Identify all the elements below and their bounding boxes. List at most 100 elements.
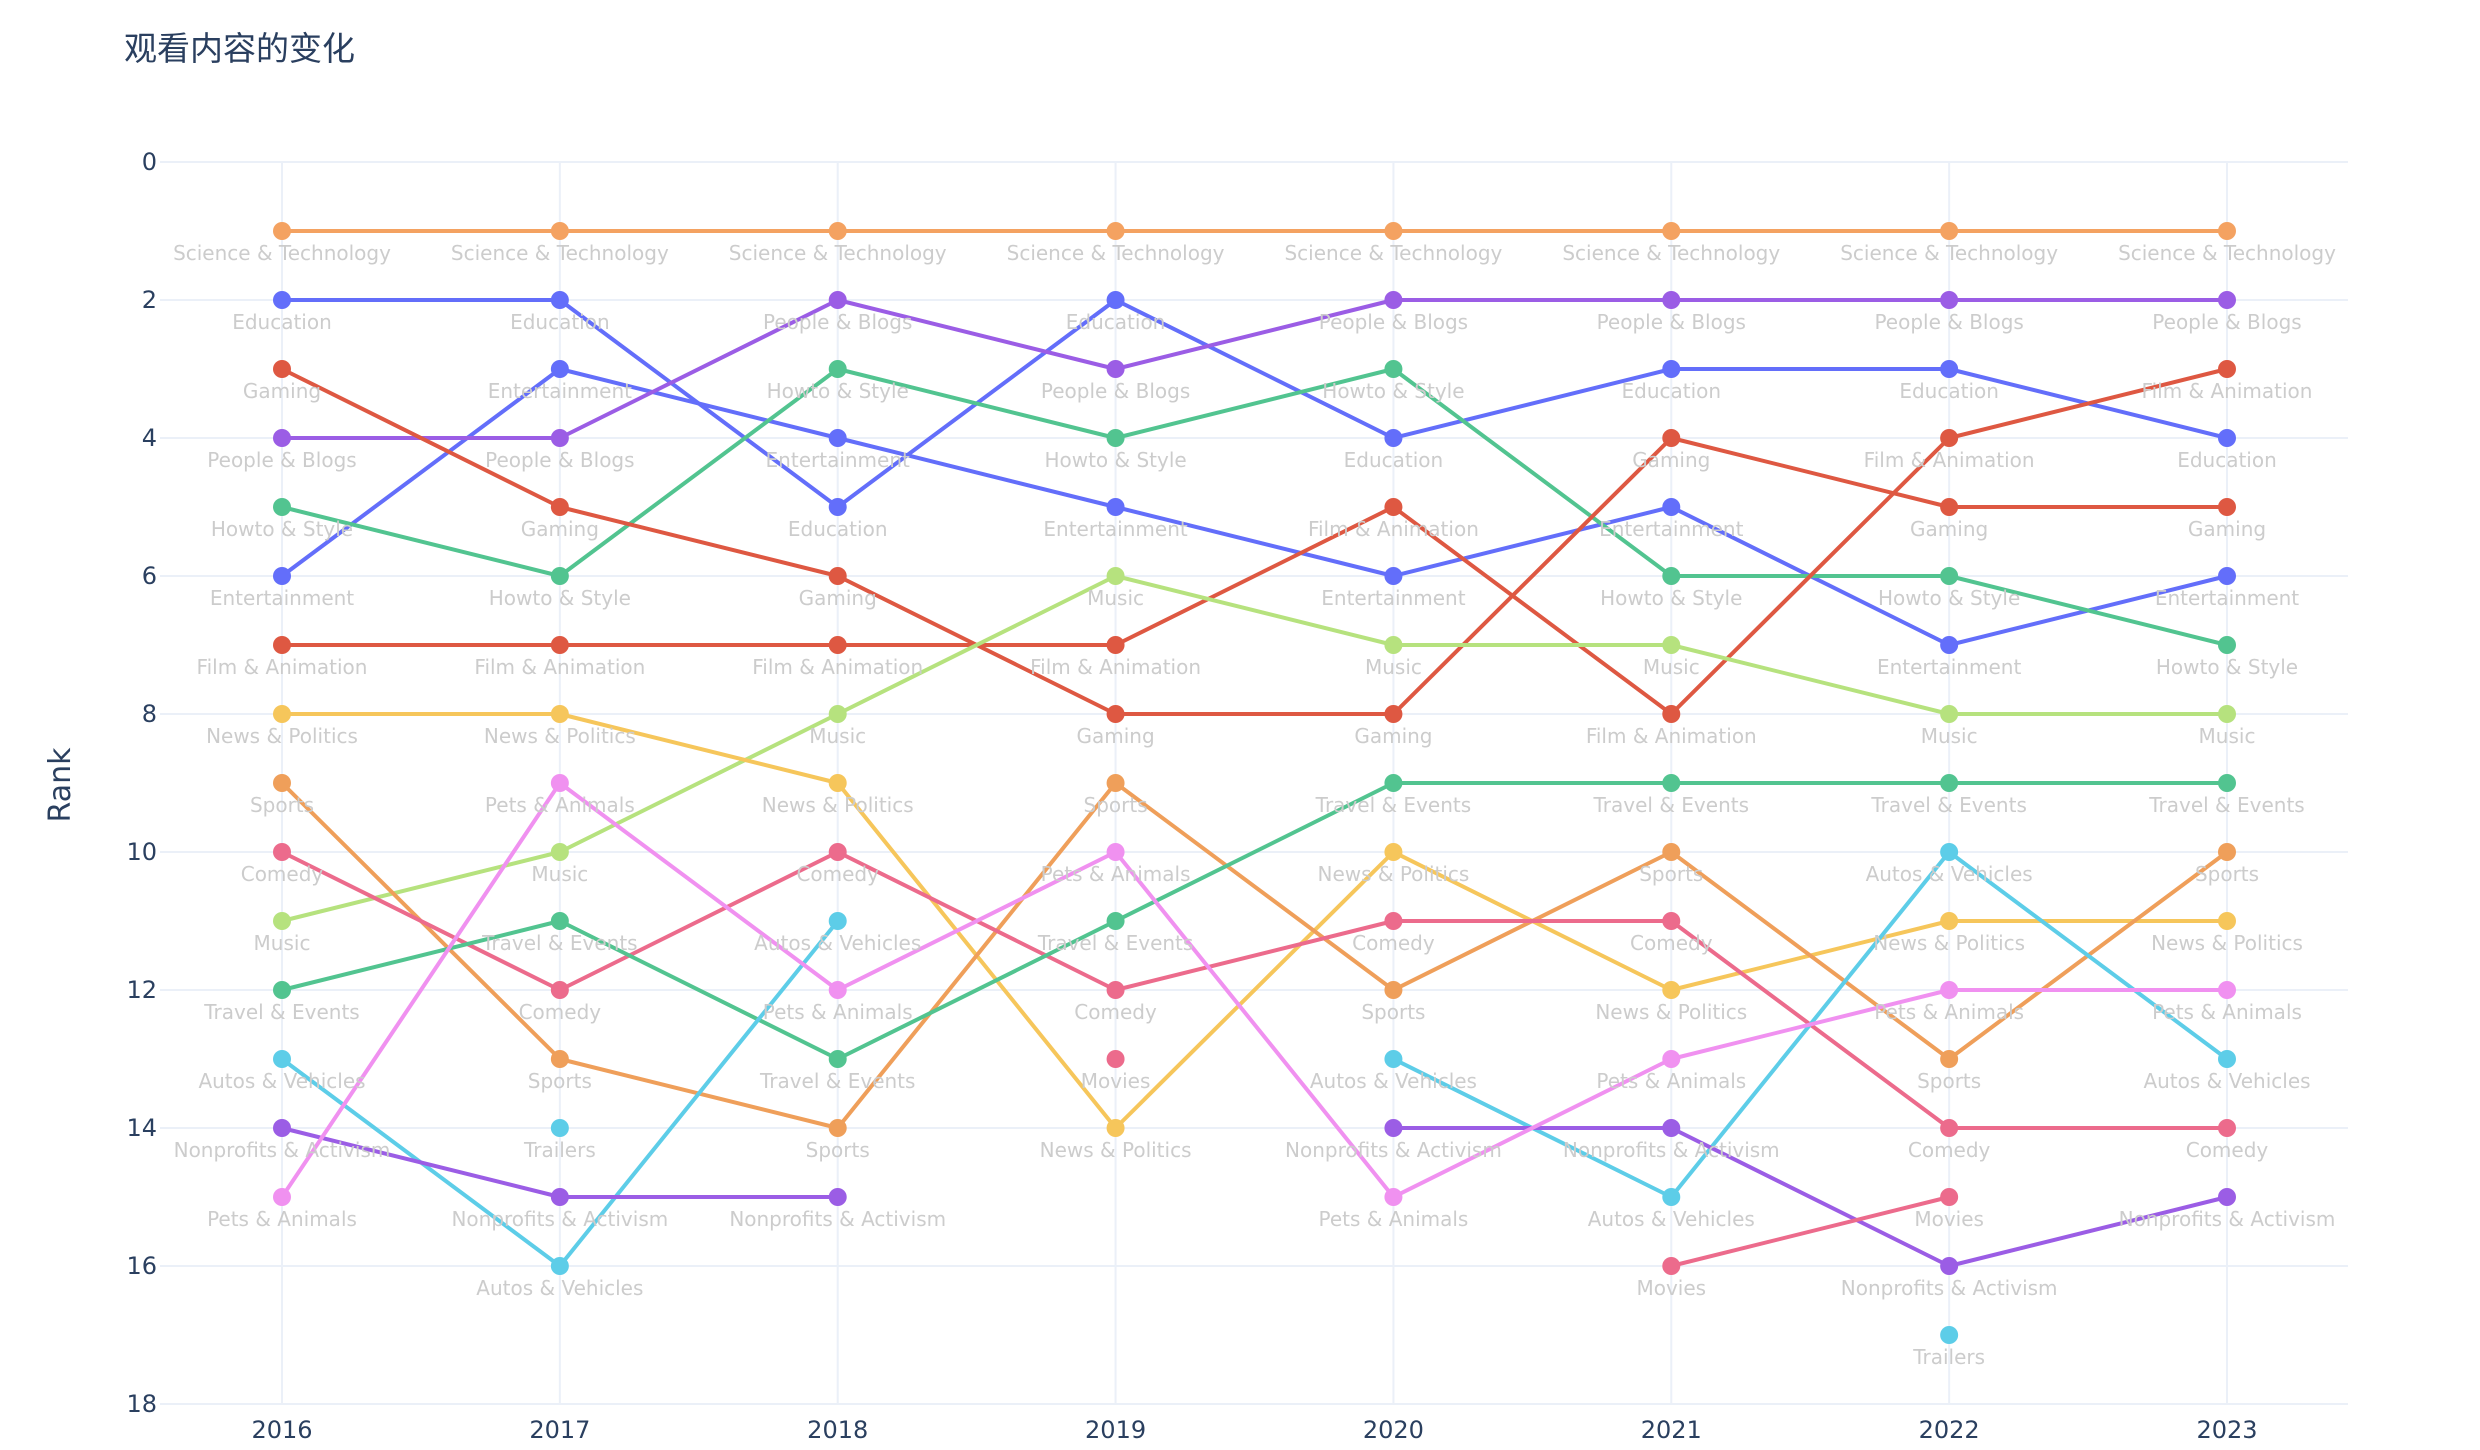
series-line-education (282, 298, 2228, 509)
data-point-comedy (1106, 981, 1125, 999)
data-point-film-and-animation (2218, 360, 2236, 378)
data-label-education: Education (788, 517, 888, 541)
data-point-science-and-technology (1940, 222, 1959, 240)
data-label-travel-and-events: Travel & Events (1315, 793, 1471, 817)
data-label-autos-and-vehicles: Autos & Vehicles (476, 1276, 643, 1300)
data-point-news-and-politics (273, 705, 291, 723)
data-label-pets-and-animals: Pets & Animals (1041, 862, 1191, 886)
data-point-education (2218, 429, 2236, 447)
data-label-howto-and-style: Howto & Style (1322, 379, 1464, 403)
data-point-pets-and-animals (1106, 843, 1125, 861)
data-label-film-and-animation: Film & Animation (1308, 517, 1479, 541)
data-label-pets-and-animals: Pets & Animals (1874, 1000, 2024, 1024)
data-point-travel-and-events (1384, 774, 1403, 792)
data-point-nonprofits-and-activism (550, 1188, 569, 1206)
data-label-people-and-blogs: People & Blogs (2152, 310, 2301, 334)
data-point-film-and-animation (1662, 705, 1681, 723)
x-tick-label: 2018 (807, 1416, 868, 1444)
point-labels-layer: Science & Technology Science & Technology… (173, 241, 2336, 1369)
data-label-sports: Sports (2195, 862, 2259, 886)
data-label-news-and-politics: News & Politics (2151, 931, 2303, 955)
data-point-movies (1662, 1257, 1681, 1275)
data-point-howto-and-style (550, 567, 569, 585)
data-label-news-and-politics: News & Politics (1873, 931, 2025, 955)
data-label-movies: Movies (1636, 1276, 1706, 1300)
data-point-autos-and-vehicles (1662, 1188, 1681, 1206)
data-point-music (1106, 567, 1125, 585)
x-tick-label: 2019 (1085, 1416, 1146, 1444)
data-point-music (1940, 705, 1959, 723)
data-point-education (1106, 291, 1125, 309)
data-label-gaming: Gaming (2188, 517, 2266, 541)
data-label-howto-and-style: Howto & Style (2156, 655, 2298, 679)
data-point-howto-and-style (1106, 429, 1125, 447)
data-label-people-and-blogs: People & Blogs (1597, 310, 1746, 334)
data-label-pets-and-animals: Pets & Animals (207, 1207, 357, 1231)
data-point-nonprofits-and-activism (1384, 1119, 1403, 1137)
data-point-gaming (828, 567, 847, 585)
data-point-sports (1384, 981, 1403, 999)
data-label-news-and-politics: News & Politics (206, 724, 358, 748)
data-point-comedy (1940, 1119, 1959, 1137)
data-label-nonprofits-and-activism: Nonprofits & Activism (2119, 1207, 2336, 1231)
data-point-science-and-technology (2218, 222, 2236, 240)
data-label-howto-and-style: Howto & Style (211, 517, 353, 541)
data-point-comedy (550, 981, 569, 999)
data-label-film-and-animation: Film & Animation (752, 655, 923, 679)
data-point-science-and-technology (550, 222, 569, 240)
data-point-howto-and-style (2218, 636, 2236, 654)
data-label-nonprofits-and-activism: Nonprofits & Activism (1841, 1276, 2058, 1300)
data-point-nonprofits-and-activism (2218, 1188, 2236, 1206)
y-tick-label: 6 (142, 562, 157, 590)
data-label-autos-and-vehicles: Autos & Vehicles (1588, 1207, 1755, 1231)
data-point-music (550, 843, 569, 861)
data-label-gaming: Gaming (1354, 724, 1432, 748)
data-point-sports (273, 774, 291, 792)
data-point-howto-and-style (1940, 567, 1959, 585)
data-label-music: Music (1087, 586, 1144, 610)
data-label-education: Education (1344, 448, 1444, 472)
data-point-autos-and-vehicles (273, 1050, 291, 1068)
data-point-sports (1940, 1050, 1959, 1068)
data-point-music (273, 912, 291, 930)
data-point-travel-and-events (550, 912, 569, 930)
data-label-entertainment: Entertainment (766, 448, 910, 472)
data-point-gaming (2218, 498, 2236, 516)
data-point-pets-and-animals (1940, 981, 1959, 999)
y-tick-label: 18 (126, 1390, 157, 1418)
data-point-education (1384, 429, 1403, 447)
data-point-film-and-animation (550, 636, 569, 654)
data-label-sports: Sports (528, 1069, 592, 1093)
data-point-science-and-technology (1384, 222, 1403, 240)
data-point-people-and-blogs (1384, 291, 1403, 309)
data-point-comedy (2218, 1119, 2236, 1137)
data-label-science-and-technology: Science & Technology (173, 241, 391, 265)
data-point-autos-and-vehicles (2218, 1050, 2236, 1068)
data-label-entertainment: Entertainment (1599, 517, 1743, 541)
data-label-music: Music (1921, 724, 1978, 748)
data-label-howto-and-style: Howto & Style (1878, 586, 2020, 610)
data-point-howto-and-style (828, 360, 847, 378)
data-point-gaming (273, 360, 291, 378)
data-point-education (273, 291, 291, 309)
data-point-nonprofits-and-activism (828, 1188, 847, 1206)
series-line-howto-and-style (281, 367, 2228, 647)
data-label-pets-and-animals: Pets & Animals (2152, 1000, 2302, 1024)
data-point-gaming (1662, 429, 1681, 447)
data-label-education: Education (1899, 379, 1999, 403)
data-label-science-and-technology: Science & Technology (2118, 241, 2336, 265)
data-point-people-and-blogs (2218, 291, 2236, 309)
data-label-sports: Sports (806, 1138, 870, 1162)
y-tick-label: 14 (126, 1114, 157, 1142)
data-label-people-and-blogs: People & Blogs (763, 310, 912, 334)
data-label-nonprofits-and-activism: Nonprofits & Activism (729, 1207, 946, 1231)
data-label-news-and-politics: News & Politics (762, 793, 914, 817)
data-label-autos-and-vehicles: Autos & Vehicles (2143, 1069, 2310, 1093)
data-point-howto-and-style (1384, 360, 1403, 378)
data-label-gaming: Gaming (799, 586, 877, 610)
data-label-pets-and-animals: Pets & Animals (1596, 1069, 1746, 1093)
data-point-entertainment (273, 567, 291, 585)
data-point-autos-and-vehicles (1384, 1050, 1403, 1068)
data-point-news-and-politics (2218, 912, 2236, 930)
data-point-film-and-animation (828, 636, 847, 654)
